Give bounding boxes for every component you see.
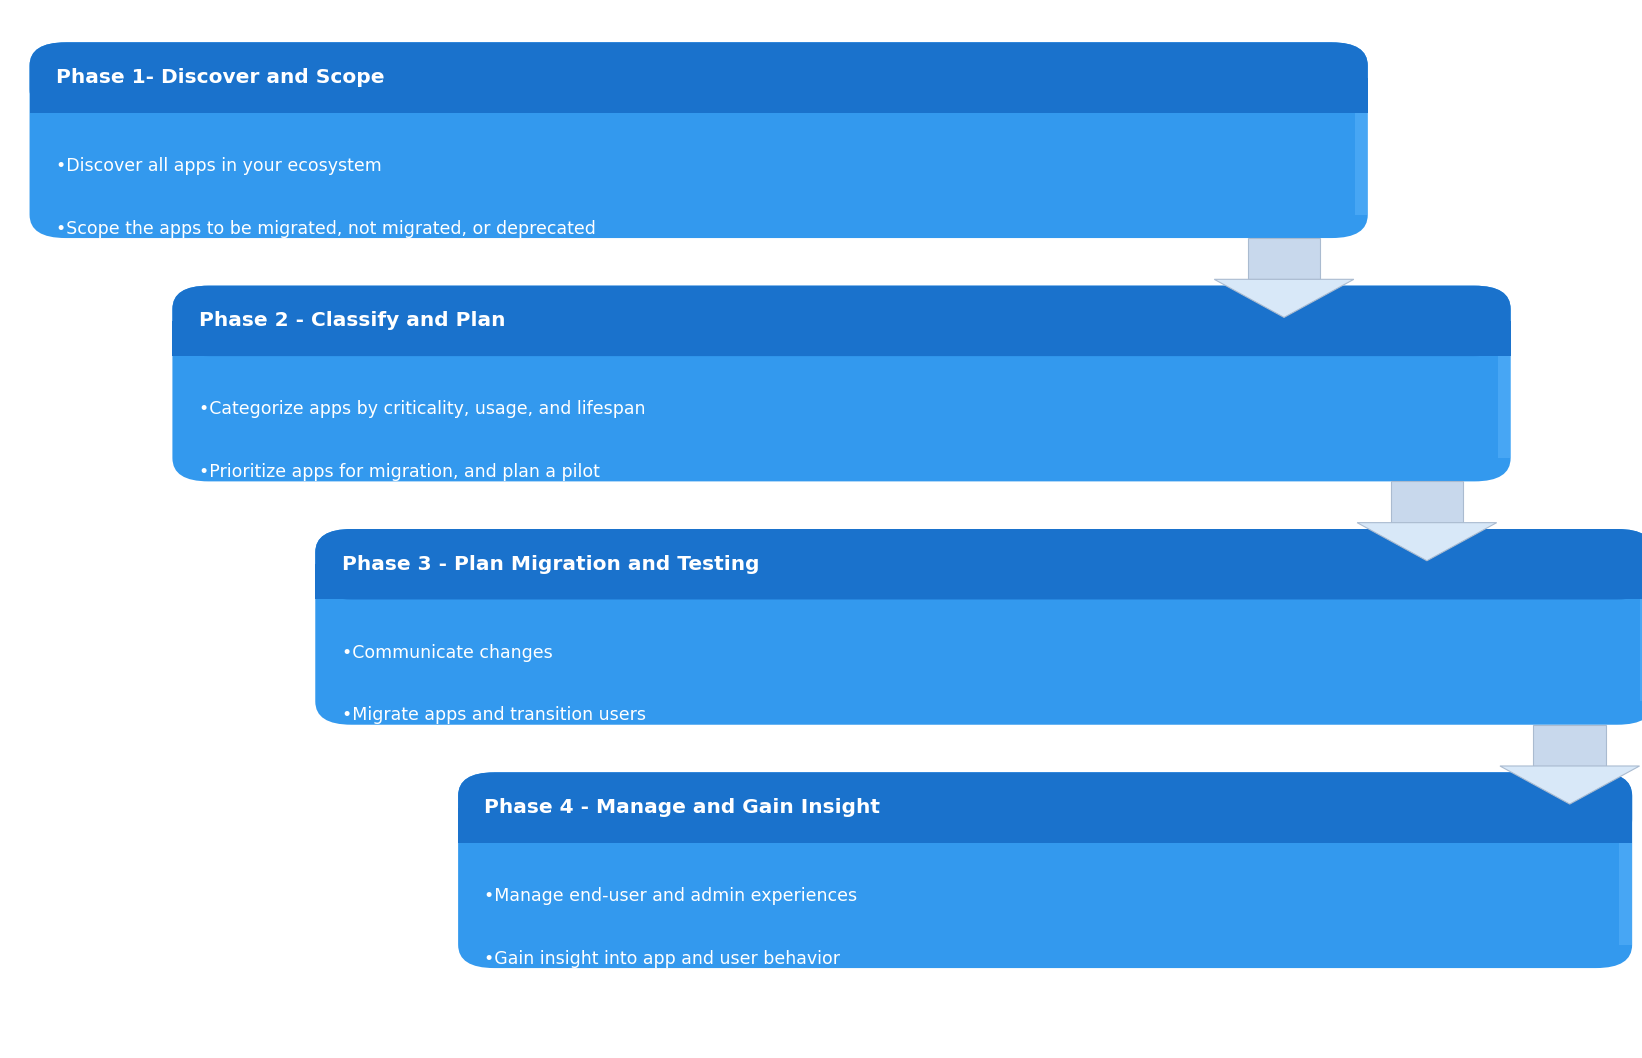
FancyBboxPatch shape bbox=[1498, 309, 1511, 458]
Bar bbox=[315, 564, 1642, 600]
Polygon shape bbox=[1358, 523, 1498, 561]
Polygon shape bbox=[1215, 279, 1353, 317]
Text: •Discover all apps in your ecosystem: •Discover all apps in your ecosystem bbox=[56, 157, 381, 175]
Text: Phase 4 - Manage and Gain Insight: Phase 4 - Manage and Gain Insight bbox=[484, 798, 880, 817]
Text: •Migrate apps and transition users: •Migrate apps and transition users bbox=[342, 707, 645, 725]
Text: Phase 3 - Plan Migration and Testing: Phase 3 - Plan Migration and Testing bbox=[342, 554, 759, 573]
FancyBboxPatch shape bbox=[172, 286, 1511, 357]
Text: •Manage end-user and admin experiences: •Manage end-user and admin experiences bbox=[484, 887, 857, 905]
FancyBboxPatch shape bbox=[315, 529, 1642, 600]
Polygon shape bbox=[1534, 725, 1606, 766]
FancyBboxPatch shape bbox=[172, 286, 1511, 481]
FancyBboxPatch shape bbox=[30, 42, 1368, 113]
Text: •Categorize apps by criticality, usage, and lifespan: •Categorize apps by criticality, usage, … bbox=[199, 400, 645, 418]
FancyBboxPatch shape bbox=[458, 772, 1632, 843]
FancyBboxPatch shape bbox=[458, 772, 1632, 968]
FancyBboxPatch shape bbox=[351, 529, 1617, 545]
FancyBboxPatch shape bbox=[66, 42, 1332, 58]
Text: •Prioritize apps for migration, and plan a pilot: •Prioritize apps for migration, and plan… bbox=[199, 463, 599, 481]
FancyBboxPatch shape bbox=[30, 42, 1368, 238]
Polygon shape bbox=[1248, 238, 1320, 279]
FancyBboxPatch shape bbox=[315, 529, 1642, 725]
FancyBboxPatch shape bbox=[1619, 796, 1632, 945]
FancyBboxPatch shape bbox=[1355, 66, 1368, 215]
Text: •Communicate changes: •Communicate changes bbox=[342, 643, 552, 661]
FancyBboxPatch shape bbox=[1640, 552, 1642, 701]
Text: •Scope the apps to be migrated, not migrated, or deprecated: •Scope the apps to be migrated, not migr… bbox=[56, 220, 596, 238]
Text: Phase 2 - Classify and Plan: Phase 2 - Classify and Plan bbox=[199, 311, 506, 330]
FancyBboxPatch shape bbox=[209, 286, 1475, 302]
FancyBboxPatch shape bbox=[494, 772, 1596, 788]
Polygon shape bbox=[1391, 481, 1463, 523]
Polygon shape bbox=[1501, 766, 1639, 804]
Bar bbox=[30, 77, 1368, 113]
Bar bbox=[172, 321, 1511, 357]
Bar bbox=[458, 807, 1632, 843]
Text: Phase 1- Discover and Scope: Phase 1- Discover and Scope bbox=[56, 68, 384, 87]
Text: •Gain insight into app and user behavior: •Gain insight into app and user behavior bbox=[484, 950, 841, 968]
